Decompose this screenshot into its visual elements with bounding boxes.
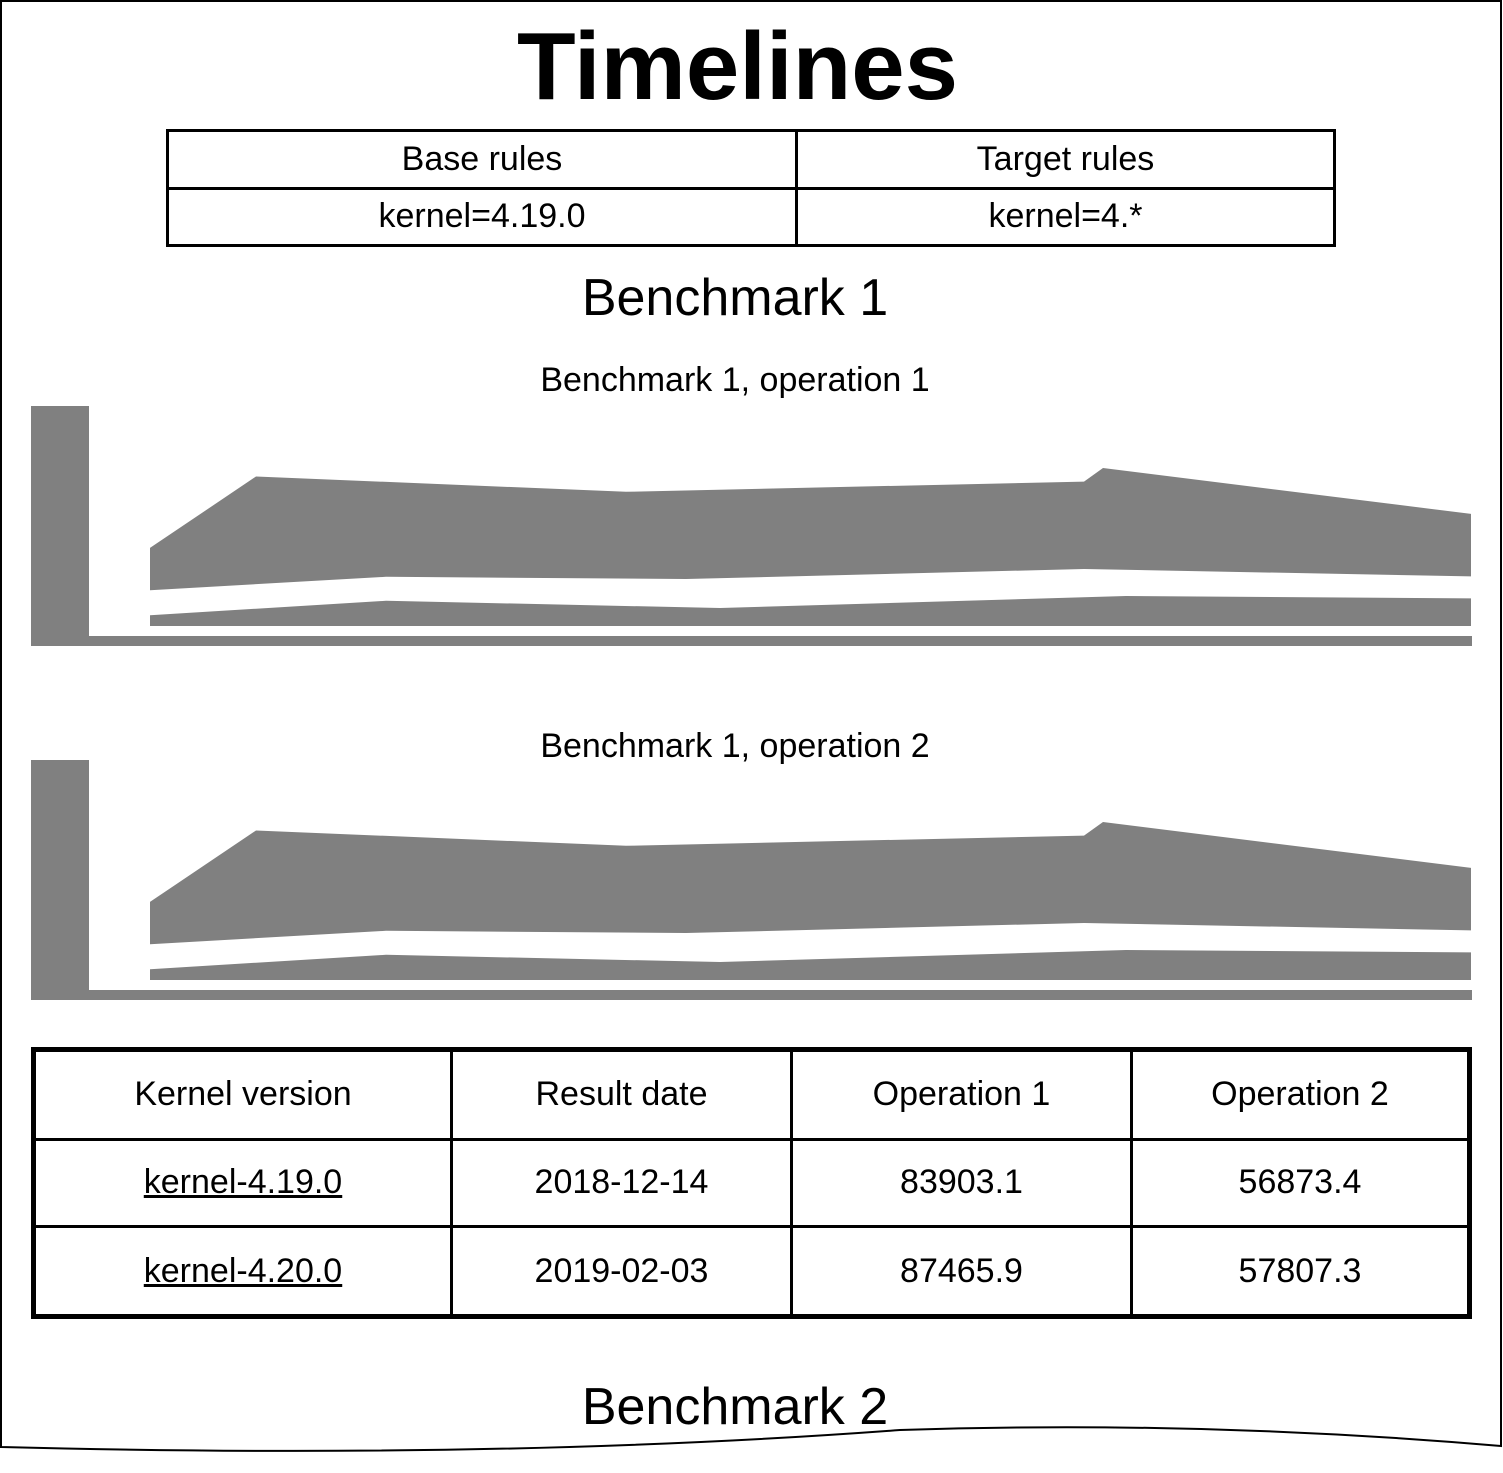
results-header-row: Kernel version Result date Operation 1 O…: [32, 1048, 1471, 1141]
y-axis-bar: [31, 406, 89, 646]
series-band-upper: [150, 822, 1471, 945]
benchmark-1-operation-2-chart: [31, 760, 1472, 1000]
target-rules-header: Target rules: [795, 129, 1336, 190]
x-axis-baseline: [31, 636, 1472, 646]
results-table: Kernel version Result date Operation 1 O…: [31, 1047, 1472, 1319]
benchmark-2-title: Benchmark 2: [581, 1378, 889, 1436]
series-band-lower: [150, 950, 1471, 980]
base-rules-header: Base rules: [166, 129, 798, 190]
operation-1-header: Operation 1: [790, 1048, 1133, 1141]
result-date-header: Result date: [450, 1048, 793, 1141]
base-rules-value: kernel=4.19.0: [166, 186, 798, 247]
x-axis-baseline: [31, 990, 1472, 1000]
operation-2-cell: 57807.3: [1130, 1225, 1471, 1318]
benchmark-1-operation-1-chart: [31, 406, 1472, 646]
kernel-version-header: Kernel version: [32, 1048, 453, 1141]
result-date-cell: 2019-02-03: [450, 1225, 793, 1318]
operation-1-cell: 83903.1: [790, 1137, 1133, 1229]
chart-title: Benchmark 1, operation 2: [540, 727, 930, 765]
operation-2-header: Operation 2: [1130, 1048, 1471, 1141]
rules-header-row: Base rules Target rules: [166, 129, 1336, 190]
kernel-version-cell: kernel-4.20.0: [32, 1225, 453, 1318]
kernel-version-cell: kernel-4.19.0: [32, 1137, 453, 1229]
series-band-upper: [150, 468, 1471, 591]
operation-2-cell: 56873.4: [1130, 1137, 1471, 1229]
operation-1-cell: 87465.9: [790, 1225, 1133, 1318]
benchmark-1-title: Benchmark 1: [581, 269, 889, 327]
page-title: Timelines: [516, 13, 959, 120]
table-row: kernel-4.19.0 2018-12-14 83903.1 56873.4: [32, 1137, 1471, 1229]
y-axis-bar: [31, 760, 89, 1000]
result-date-cell: 2018-12-14: [450, 1137, 793, 1229]
target-rules-value: kernel=4.*: [795, 186, 1336, 247]
chart-title: Benchmark 1, operation 1: [540, 361, 930, 399]
table-row: kernel-4.20.0 2019-02-03 87465.9 57807.3: [32, 1225, 1471, 1318]
kernel-link[interactable]: kernel-4.19.0: [143, 1163, 343, 1202]
rules-value-row: kernel=4.19.0 kernel=4.*: [166, 186, 1336, 247]
series-band-lower: [150, 596, 1471, 626]
rules-table: Base rules Target rules kernel=4.19.0 ke…: [166, 129, 1336, 247]
kernel-link[interactable]: kernel-4.20.0: [143, 1251, 343, 1290]
